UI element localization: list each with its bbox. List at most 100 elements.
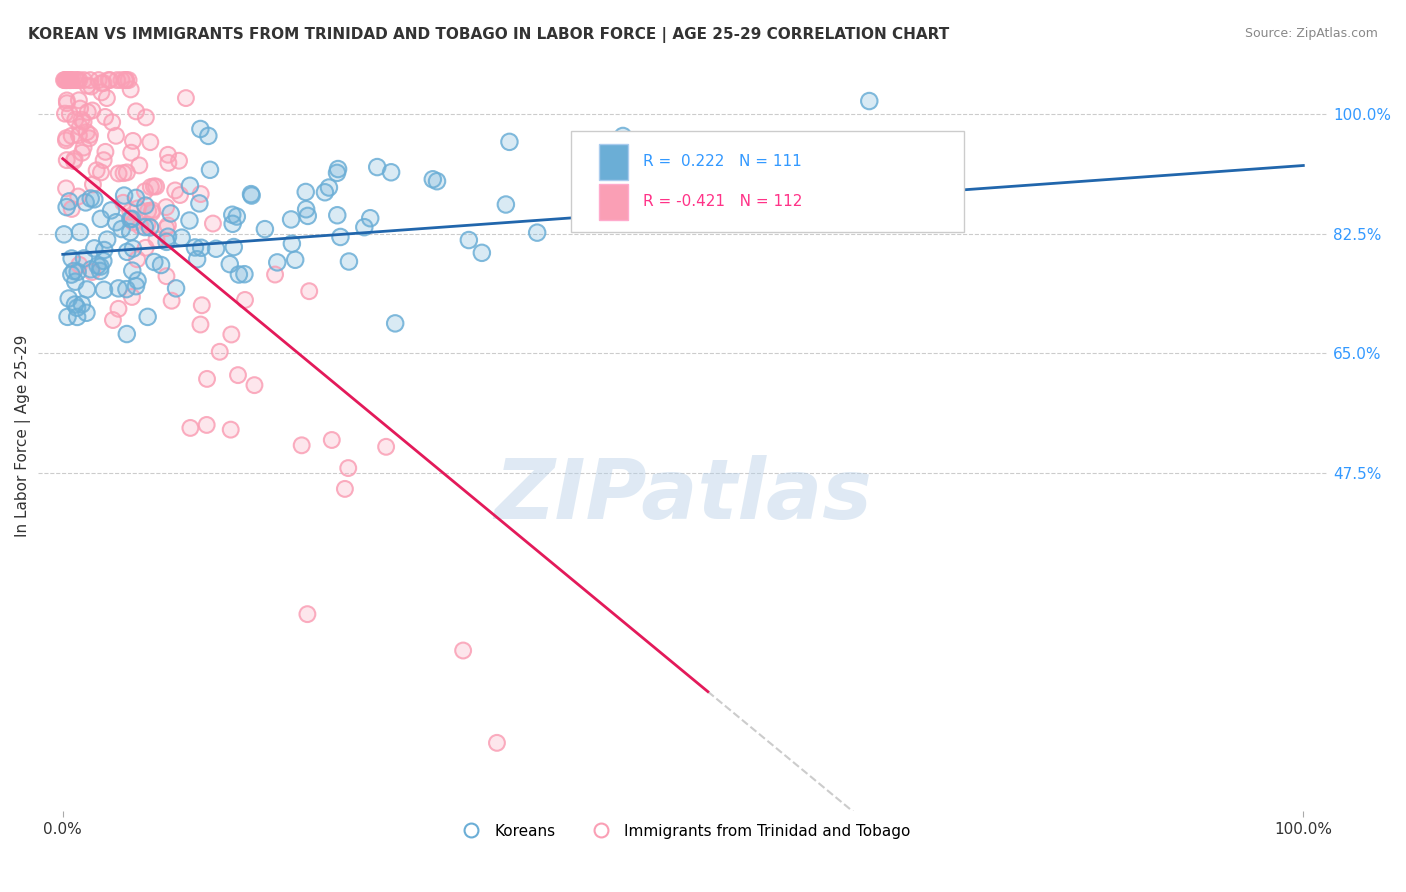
- Point: [120, 204, 142, 219]
- Point: [353, 220, 375, 235]
- Point: [63, 297, 86, 311]
- Point: [60, 128, 83, 143]
- Point: [179, 178, 201, 193]
- Point: [86, 163, 108, 178]
- Point: [79, 128, 101, 142]
- Point: [329, 230, 352, 244]
- Point: [127, 273, 149, 287]
- Point: [221, 208, 243, 222]
- Point: [56, 310, 79, 324]
- Point: [66, 310, 89, 324]
- Point: [67, 93, 90, 107]
- Point: [179, 178, 201, 193]
- Point: [380, 165, 402, 179]
- Point: [80, 265, 103, 279]
- Point: [135, 241, 157, 255]
- Point: [233, 267, 256, 281]
- Point: [100, 203, 122, 218]
- Point: [384, 317, 406, 331]
- Point: [167, 153, 190, 168]
- Point: [73, 252, 96, 266]
- Point: [422, 172, 444, 186]
- Point: [96, 233, 118, 247]
- Point: [197, 128, 219, 143]
- Point: [93, 76, 115, 90]
- Point: [134, 220, 156, 235]
- Point: [70, 145, 93, 160]
- Point: [457, 233, 479, 247]
- Point: [121, 211, 143, 226]
- Point: [280, 212, 302, 227]
- Point: [333, 482, 356, 496]
- Point: [218, 257, 240, 271]
- Point: [67, 189, 90, 203]
- Point: [121, 290, 143, 304]
- Point: [157, 148, 180, 162]
- Point: [159, 206, 181, 220]
- Point: [93, 243, 115, 257]
- Point: [104, 128, 127, 143]
- Point: [359, 211, 381, 226]
- Point: [264, 268, 287, 282]
- Text: ZIPatlas: ZIPatlas: [494, 455, 872, 536]
- Point: [337, 254, 360, 268]
- Point: [70, 112, 93, 127]
- Point: [574, 155, 596, 169]
- Point: [145, 232, 167, 246]
- Point: [122, 242, 145, 256]
- Point: [56, 96, 79, 111]
- Point: [63, 152, 86, 166]
- Point: [221, 327, 243, 342]
- Point: [76, 105, 98, 120]
- Point: [219, 423, 242, 437]
- Point: [160, 293, 183, 308]
- Point: [195, 372, 218, 386]
- Point: [120, 204, 142, 219]
- Point: [366, 160, 388, 174]
- Point: [127, 202, 149, 216]
- Point: [93, 153, 115, 168]
- Point: [55, 153, 77, 168]
- Point: [66, 73, 89, 87]
- Point: [93, 254, 115, 268]
- Point: [63, 297, 86, 311]
- Point: [55, 181, 77, 195]
- Point: [485, 736, 508, 750]
- Point: [65, 112, 87, 127]
- Point: [112, 195, 135, 210]
- Point: [120, 225, 142, 239]
- Point: [190, 187, 212, 202]
- Point: [190, 122, 212, 136]
- Point: [69, 225, 91, 239]
- Point: [170, 230, 193, 244]
- Point: [426, 174, 449, 188]
- Point: [111, 222, 134, 236]
- Point: [221, 327, 243, 342]
- Point: [62, 73, 84, 87]
- Point: [297, 209, 319, 223]
- Point: [145, 232, 167, 246]
- Point: [83, 192, 105, 206]
- Point: [67, 189, 90, 203]
- Point: [55, 133, 77, 147]
- Point: [72, 115, 94, 129]
- Point: [240, 188, 263, 202]
- Point: [59, 107, 82, 121]
- Point: [66, 265, 89, 279]
- Point: [188, 196, 211, 211]
- Point: [115, 282, 138, 296]
- Point: [139, 135, 162, 149]
- Point: [76, 125, 98, 139]
- Point: [457, 233, 479, 247]
- Point: [451, 643, 474, 657]
- Point: [55, 200, 77, 214]
- Point: [222, 240, 245, 254]
- Point: [80, 79, 103, 94]
- Point: [82, 178, 104, 192]
- Point: [60, 73, 83, 87]
- Point: [105, 215, 128, 229]
- Point: [326, 208, 349, 222]
- Text: KOREAN VS IMMIGRANTS FROM TRINIDAD AND TOBAGO IN LABOR FORCE | AGE 25-29 CORRELA: KOREAN VS IMMIGRANTS FROM TRINIDAD AND T…: [28, 27, 949, 43]
- Point: [155, 269, 177, 284]
- Point: [280, 212, 302, 227]
